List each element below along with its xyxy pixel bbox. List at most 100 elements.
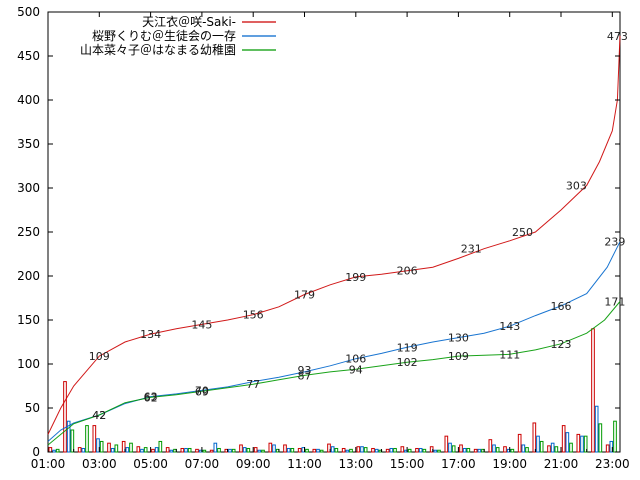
data-label: 145 bbox=[191, 318, 212, 331]
data-label: 199 bbox=[345, 271, 366, 284]
hourly-bar bbox=[129, 442, 133, 453]
hourly-bar bbox=[110, 447, 115, 453]
hourly-bar bbox=[81, 447, 86, 453]
x-tick-label: 15:00 bbox=[390, 457, 425, 471]
series-line bbox=[47, 301, 621, 446]
legend-label: 天江衣＠咲-Saki- bbox=[142, 14, 236, 29]
data-label: 130 bbox=[448, 332, 469, 345]
hourly-bar bbox=[290, 447, 295, 453]
y-axis: 0 50 100 150 200 250 300 350 400 450 500 bbox=[17, 5, 620, 459]
hourly-bar bbox=[400, 446, 405, 453]
hourly-bar bbox=[521, 444, 526, 453]
hourly-bar bbox=[154, 447, 159, 453]
hourly-bar bbox=[330, 446, 335, 453]
hourly-bar bbox=[272, 444, 276, 453]
hourly-bar bbox=[151, 448, 155, 453]
y-tick-label: 500 bbox=[17, 5, 40, 19]
hourly-bar bbox=[561, 425, 566, 453]
hourly-bar bbox=[462, 447, 467, 453]
y-tick-label: 200 bbox=[17, 269, 40, 283]
hourly-bar bbox=[213, 442, 218, 453]
y-tick-label: 400 bbox=[17, 93, 40, 107]
hourly-bar bbox=[184, 447, 188, 453]
hourly-bar bbox=[297, 447, 302, 453]
hourly-bar bbox=[591, 328, 595, 453]
hourly-bar bbox=[605, 444, 610, 453]
hourly-bar bbox=[418, 447, 423, 453]
data-label: 156 bbox=[243, 309, 264, 322]
x-tick-label: 23:00 bbox=[595, 457, 630, 471]
data-label: 171 bbox=[604, 296, 625, 309]
hourly-bar bbox=[268, 442, 273, 453]
hourly-bar bbox=[261, 449, 265, 453]
hourly-bar bbox=[594, 405, 599, 453]
hourly-bar bbox=[257, 449, 262, 453]
hourly-bar bbox=[422, 448, 427, 453]
hourly-bar bbox=[609, 440, 614, 453]
hourly-bar bbox=[327, 443, 331, 453]
hourly-bar bbox=[503, 446, 507, 453]
hourly-bar bbox=[532, 422, 537, 453]
x-tick-label: 13:00 bbox=[339, 457, 374, 471]
hourly-bar bbox=[286, 447, 291, 453]
y-tick-label: 100 bbox=[17, 357, 40, 371]
hourly-bar bbox=[360, 446, 364, 453]
hourly-bar bbox=[374, 448, 379, 453]
hourly-bar bbox=[444, 435, 449, 453]
hourly-bar bbox=[187, 447, 192, 453]
data-label: 179 bbox=[294, 288, 315, 301]
hourly-bar bbox=[169, 449, 174, 453]
hourly-bar bbox=[316, 448, 320, 453]
hourly-bar bbox=[158, 440, 163, 453]
data-label: 111 bbox=[499, 348, 520, 361]
x-tick-label: 19:00 bbox=[492, 457, 527, 471]
y-tick-label: 0 bbox=[32, 445, 40, 459]
data-label: 94 bbox=[349, 363, 363, 376]
hourly-bar bbox=[143, 447, 148, 453]
hourly-bar bbox=[565, 432, 570, 453]
y-tick-label: 450 bbox=[17, 49, 40, 63]
hourly-bar bbox=[99, 440, 104, 453]
hourly-bar bbox=[539, 440, 544, 453]
hourly-bar bbox=[517, 433, 522, 453]
hourly-bar bbox=[569, 442, 573, 453]
legend-label: 山本菜々子＠はなまる幼稚園 bbox=[80, 43, 236, 57]
x-tick-label: 17:00 bbox=[441, 457, 476, 471]
hourly-bar bbox=[312, 448, 317, 453]
y-tick-label: 250 bbox=[17, 225, 40, 239]
data-label: 62 bbox=[144, 391, 158, 404]
data-label: 109 bbox=[448, 350, 469, 363]
hourly-bar bbox=[393, 447, 397, 453]
hourly-bar bbox=[356, 446, 361, 453]
hourly-bar bbox=[253, 447, 258, 453]
hourly-bar bbox=[228, 448, 232, 453]
data-label: 109 bbox=[89, 350, 110, 363]
y-tick-label: 350 bbox=[17, 137, 40, 151]
data-labels: 109 134 145 156 179 199 206 231 250 303 473 42 63 70 9… bbox=[89, 30, 628, 422]
x-tick-label: 01:00 bbox=[31, 457, 66, 471]
data-label: 134 bbox=[140, 328, 161, 341]
hourly-bar bbox=[125, 447, 130, 453]
hourly-bar bbox=[319, 449, 324, 453]
hourly-bar bbox=[547, 445, 551, 453]
data-label: 143 bbox=[499, 320, 520, 333]
hourly-bar bbox=[371, 447, 375, 453]
hourly-bar bbox=[96, 438, 100, 453]
data-label: 70 bbox=[195, 384, 209, 397]
hourly-bar bbox=[385, 448, 390, 453]
hourly-bar bbox=[242, 447, 247, 453]
hourly-bar bbox=[466, 447, 471, 453]
hourly-bar bbox=[92, 425, 97, 453]
hourly-bar bbox=[202, 449, 207, 453]
hourly-bar bbox=[114, 444, 119, 453]
hourly-bar bbox=[459, 444, 463, 453]
x-tick-label: 09:00 bbox=[236, 457, 271, 471]
hourly-bar bbox=[195, 448, 199, 453]
hourly-bar bbox=[437, 449, 441, 453]
series-line bbox=[47, 241, 621, 442]
hourly-bar bbox=[580, 435, 584, 453]
hourly-bar bbox=[48, 447, 53, 453]
hourly-bar bbox=[495, 447, 500, 453]
hourly-bar bbox=[415, 447, 419, 453]
